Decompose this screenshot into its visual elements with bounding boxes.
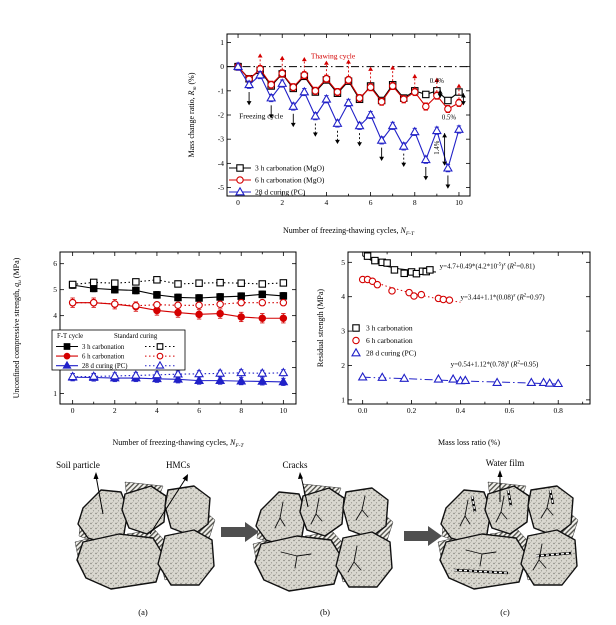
svg-text:Residual strength (MPa): Residual strength (MPa) xyxy=(316,289,325,368)
svg-text:-1: -1 xyxy=(218,86,224,95)
svg-text:1.4%: 1.4% xyxy=(434,140,441,154)
soil-cluster-b xyxy=(252,483,394,592)
svg-text:0.6: 0.6 xyxy=(505,406,515,415)
svg-text:0.5%: 0.5% xyxy=(442,114,456,121)
svg-text:Mass loss ratio (%): Mass loss ratio (%) xyxy=(438,438,500,447)
svg-text:y=0.54+1.12*(0.78)x (R2=0.95: y=0.54+1.12*(0.78)x (R2=0.95) xyxy=(451,361,539,369)
label-hmcs: HMCs xyxy=(166,460,191,470)
series-2 xyxy=(357,371,564,388)
label-water-film: Water film xyxy=(486,458,525,468)
label-soil-particle: Soil particle xyxy=(56,460,100,470)
svg-text:5: 5 xyxy=(53,285,57,294)
residual-strength-chart: 0.0 0.2 0.4 0.6 0.8 1 2 3 4 5 Mass loss ratio (%) R… xyxy=(316,251,591,447)
svg-text:10: 10 xyxy=(455,198,463,207)
svg-text:4: 4 xyxy=(53,311,57,320)
svg-text:0: 0 xyxy=(71,406,75,415)
svg-text:3 h carbonation (MgO): 3 h carbonation (MgO) xyxy=(255,164,325,173)
svg-text:4: 4 xyxy=(341,292,345,301)
svg-text:0: 0 xyxy=(236,198,240,207)
svg-text:6: 6 xyxy=(369,198,373,207)
label-panel-b: (b) xyxy=(320,607,330,617)
svg-text:3 h carbonation: 3 h carbonation xyxy=(82,344,125,351)
svg-text:1: 1 xyxy=(53,389,57,398)
svg-text:1: 1 xyxy=(341,395,345,404)
mechanism-diagram: Soil particle HMCs (a) Cracks (b) Water … xyxy=(56,458,579,617)
legend: F-T cycle Standard curing 3 h carbonation 6… xyxy=(51,329,186,371)
soil-particle-arrowhead xyxy=(93,472,99,479)
svg-text:Unconfined compressive strengt: Unconfined compressive strength, qu (MPa… xyxy=(12,257,23,398)
svg-text:8: 8 xyxy=(239,406,243,415)
series-1 xyxy=(68,276,288,289)
series-0 xyxy=(362,252,437,278)
svg-text:28 d curing (PC): 28 d curing (PC) xyxy=(82,363,128,370)
plot-area: 0.0 0.2 0.4 0.6 0.8 1 2 3 4 5 Mass loss ratio (%) R… xyxy=(316,251,591,447)
svg-text:Freezing cycle: Freezing cycle xyxy=(239,112,284,121)
svg-text:Standard curing: Standard curing xyxy=(114,333,158,340)
transition-arrow-1 xyxy=(221,522,259,542)
series-5 xyxy=(67,367,289,381)
svg-text:6 h carbonation (MgO): 6 h carbonation (MgO) xyxy=(255,176,325,185)
svg-text:2: 2 xyxy=(280,198,284,207)
svg-text:6: 6 xyxy=(197,406,201,415)
svg-text:4: 4 xyxy=(325,198,329,207)
svg-text:-3: -3 xyxy=(218,135,224,144)
soil-particle-arrow xyxy=(95,475,104,515)
svg-text:6 h carbonation: 6 h carbonation xyxy=(366,336,413,345)
soil-cluster-a xyxy=(74,481,216,590)
svg-text:6: 6 xyxy=(53,259,57,268)
ucs-chart: 0246810123456Number of freezing-thawing … xyxy=(12,251,297,449)
svg-text:3 h carbonation: 3 h carbonation xyxy=(366,324,413,333)
svg-text:Number of freezing-thawing cyc: Number of freezing-thawing cycles, NF-T xyxy=(283,226,415,237)
svg-text:F-T cycle: F-T cycle xyxy=(57,333,83,340)
svg-text:28 d curing (PC): 28 d curing (PC) xyxy=(366,349,417,358)
svg-text:8: 8 xyxy=(413,198,417,207)
svg-text:-5: -5 xyxy=(218,183,224,192)
svg-text:-2: -2 xyxy=(218,111,224,120)
svg-text:0.8: 0.8 xyxy=(554,406,564,415)
legend: 3 h carbonation 6 h carbonation 28 d curin… xyxy=(351,324,417,358)
svg-text:0.2: 0.2 xyxy=(407,406,417,415)
series-3 xyxy=(68,298,288,310)
svg-text:2: 2 xyxy=(341,361,345,370)
series-0 xyxy=(68,281,288,302)
svg-text:0: 0 xyxy=(220,62,224,71)
svg-text:y=4.7+0.49*(4.2*10-5)x (R2=0: y=4.7+0.49*(4.2*10-5)x (R2=0.81) xyxy=(440,263,536,271)
svg-text:1: 1 xyxy=(220,38,224,47)
cracks-arrowhead xyxy=(298,472,303,479)
svg-text:Mass change ratio, Rm (%): Mass change ratio, Rm (%) xyxy=(187,72,198,157)
legend: 3 h carbonation (MgO) 6 h carbonation (Mg… xyxy=(229,164,325,197)
water-film-arrowhead xyxy=(497,470,503,477)
svg-text:5: 5 xyxy=(341,258,345,267)
svg-text:0.4: 0.4 xyxy=(456,406,466,415)
label-panel-a: (a) xyxy=(138,607,148,617)
svg-text:10: 10 xyxy=(280,406,288,415)
hmcs-arrowhead xyxy=(182,474,188,482)
cracks-arrow xyxy=(300,475,309,508)
hmcs-arrow xyxy=(149,477,187,535)
svg-text:2: 2 xyxy=(113,406,117,415)
series-2 xyxy=(233,61,464,173)
series-1 xyxy=(358,275,461,304)
label-cracks: Cracks xyxy=(283,460,308,470)
svg-text:y=3.44+1.1*(0.08)x (R2=0.97): y=3.44+1.1*(0.08)x (R2=0.97) xyxy=(460,293,545,301)
transition-arrow-2 xyxy=(404,526,442,546)
svg-text:4: 4 xyxy=(155,406,159,415)
svg-text:0.4%: 0.4% xyxy=(430,78,444,85)
svg-text:0.0: 0.0 xyxy=(358,406,368,415)
svg-text:Number of freezing-thawing cyc: Number of freezing-thawing cycles, NF-T xyxy=(112,438,244,449)
svg-text:6 h carbonation: 6 h carbonation xyxy=(82,354,125,361)
svg-text:-4: -4 xyxy=(218,159,224,168)
plot-area: 0246810123456Number of freezing-thawing … xyxy=(12,251,297,449)
svg-text:3: 3 xyxy=(341,327,345,336)
svg-text:28 d curing (PC): 28 d curing (PC) xyxy=(255,188,306,197)
svg-text:Thawing cycle: Thawing cycle xyxy=(311,52,356,61)
label-panel-c: (c) xyxy=(500,607,510,617)
